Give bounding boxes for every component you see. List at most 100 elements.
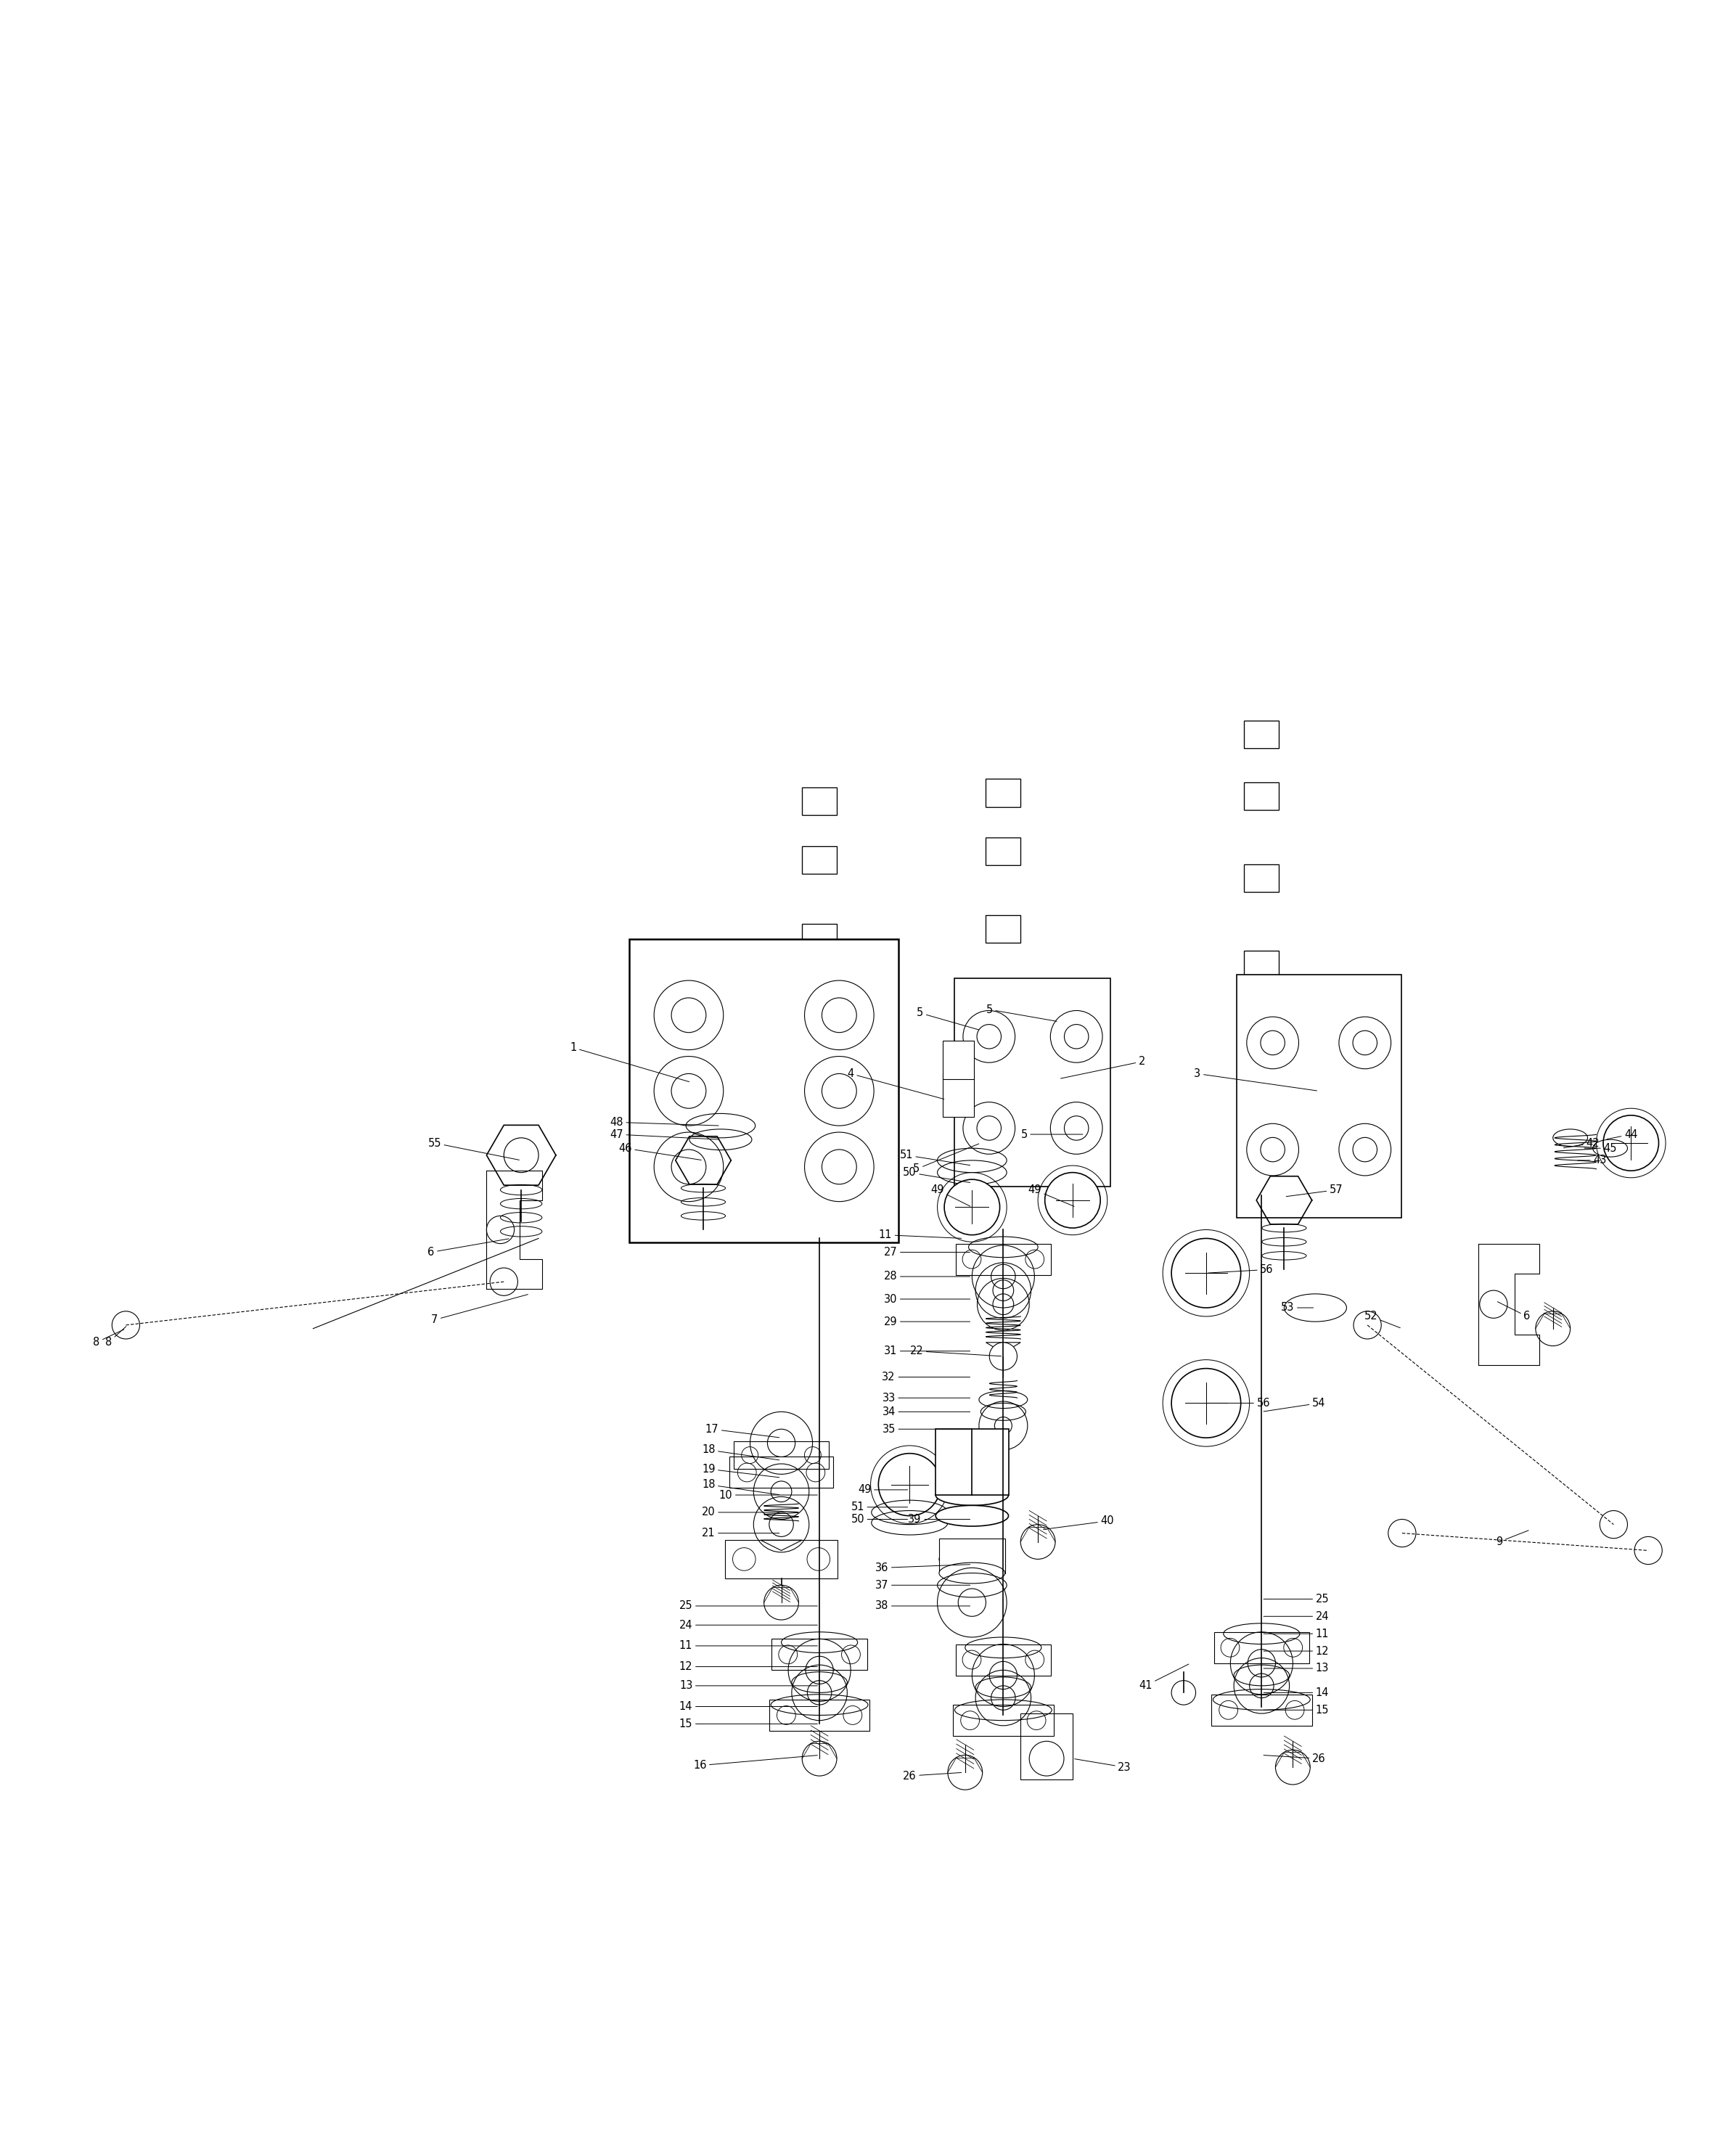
Bar [1213, 1632, 1309, 1664]
Bar [1245, 720, 1279, 748]
Text: 5: 5 [917, 1007, 979, 1029]
Text: 41: 41 [1139, 1664, 1189, 1691]
Bar [955, 1244, 1050, 1274]
Ellipse shape [936, 1506, 1009, 1527]
Text: 5: 5 [913, 1144, 979, 1174]
Circle shape [1604, 1116, 1658, 1172]
Circle shape [1276, 1751, 1311, 1785]
Text: 55: 55 [427, 1137, 519, 1161]
Text: 7: 7 [431, 1295, 528, 1325]
Text: 35: 35 [882, 1423, 970, 1436]
Polygon shape [986, 1342, 1021, 1353]
Circle shape [1050, 1010, 1102, 1063]
Circle shape [1050, 1101, 1102, 1154]
Text: 49: 49 [858, 1485, 908, 1495]
Text: 18: 18 [701, 1444, 779, 1459]
Text: 50: 50 [903, 1167, 970, 1182]
Text: 49: 49 [1028, 1184, 1075, 1206]
Circle shape [804, 980, 873, 1050]
Text: 57: 57 [1286, 1184, 1344, 1197]
Text: 5: 5 [1021, 1129, 1083, 1140]
Circle shape [1536, 1312, 1571, 1346]
Circle shape [764, 1585, 799, 1619]
Text: 16: 16 [693, 1755, 818, 1770]
Circle shape [963, 1101, 1016, 1154]
Circle shape [1601, 1510, 1627, 1538]
Text: 24: 24 [1264, 1610, 1330, 1621]
Circle shape [963, 1010, 1016, 1063]
Text: 2: 2 [1061, 1056, 1146, 1078]
Bar [1245, 782, 1279, 809]
Ellipse shape [939, 1549, 1005, 1570]
Bar [773, 1638, 868, 1670]
Bar [1245, 950, 1279, 980]
Text: 43: 43 [1578, 1154, 1606, 1165]
Bar [955, 1644, 1050, 1676]
Bar [802, 924, 837, 952]
Bar [939, 1538, 1005, 1574]
Text: 18: 18 [701, 1478, 779, 1495]
Circle shape [1634, 1536, 1661, 1563]
Text: 26: 26 [1264, 1753, 1326, 1764]
Circle shape [1045, 1172, 1101, 1229]
Text: 12: 12 [1264, 1646, 1330, 1657]
Bar [986, 997, 1021, 1025]
Circle shape [1246, 1125, 1299, 1176]
Text: 51: 51 [899, 1150, 970, 1165]
Polygon shape [760, 1540, 802, 1551]
Circle shape [490, 1267, 517, 1295]
Text: 11: 11 [679, 1640, 818, 1651]
Text: 15: 15 [1264, 1704, 1330, 1715]
Text: 56: 56 [1208, 1265, 1274, 1276]
Text: 38: 38 [875, 1600, 970, 1612]
Text: 11: 11 [1264, 1627, 1330, 1640]
Bar [630, 939, 898, 1242]
Text: 48: 48 [609, 1116, 719, 1127]
Text: 19: 19 [701, 1463, 779, 1478]
Text: 54: 54 [1264, 1397, 1326, 1412]
Circle shape [1021, 1525, 1055, 1559]
Text: 56: 56 [1208, 1397, 1271, 1408]
Text: 23: 23 [1075, 1759, 1132, 1772]
Text: 13: 13 [679, 1681, 818, 1691]
Bar [726, 1540, 838, 1578]
Circle shape [1172, 1681, 1196, 1704]
Text: 24: 24 [679, 1619, 818, 1629]
Bar [986, 1080, 1021, 1108]
Circle shape [948, 1755, 983, 1789]
Text: 6: 6 [1498, 1301, 1529, 1323]
Bar [986, 916, 1021, 944]
Text: 8: 8 [106, 1327, 127, 1348]
Text: 27: 27 [884, 1246, 970, 1257]
Bar [802, 788, 837, 816]
Text: 6: 6 [427, 1240, 509, 1257]
Text: 8: 8 [94, 1329, 123, 1348]
Bar [802, 1088, 837, 1116]
Text: 29: 29 [884, 1316, 970, 1327]
Text: 36: 36 [875, 1563, 970, 1574]
Circle shape [804, 1133, 873, 1201]
Text: 3: 3 [1194, 1069, 1318, 1091]
Circle shape [654, 1056, 724, 1125]
Text: 22: 22 [910, 1346, 1002, 1357]
Circle shape [1354, 1312, 1382, 1340]
Bar [1212, 1693, 1312, 1725]
Text: 26: 26 [903, 1770, 962, 1781]
Bar [734, 1442, 830, 1470]
Text: 42: 42 [1564, 1137, 1599, 1148]
Text: 33: 33 [882, 1393, 970, 1404]
Bar [1021, 1713, 1073, 1779]
Text: 47: 47 [609, 1129, 719, 1140]
Text: 1: 1 [569, 1042, 689, 1082]
Circle shape [113, 1312, 139, 1340]
Bar [802, 1167, 837, 1195]
Text: 37: 37 [875, 1580, 970, 1591]
Bar [943, 1042, 974, 1080]
Circle shape [1172, 1367, 1241, 1438]
Bar [729, 1457, 833, 1489]
Text: 40: 40 [1043, 1517, 1115, 1529]
Bar [936, 1429, 1009, 1495]
Text: 53: 53 [1281, 1301, 1314, 1314]
Bar [953, 1704, 1054, 1736]
Circle shape [802, 1740, 837, 1776]
